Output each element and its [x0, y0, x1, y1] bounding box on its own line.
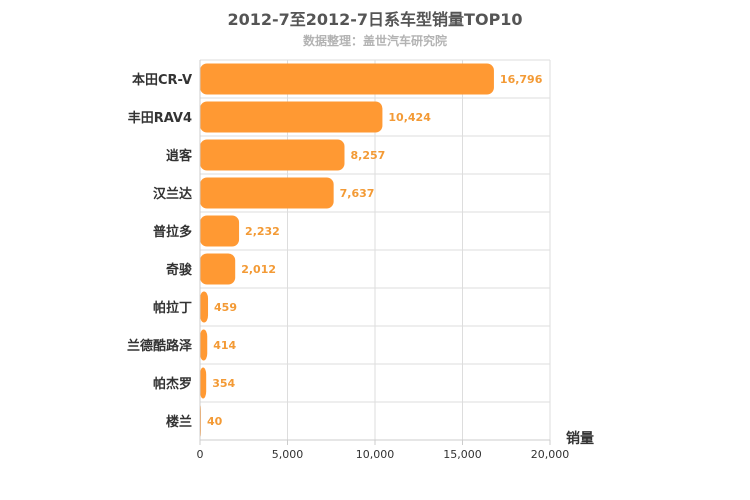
x-tick-label: 10,000: [356, 448, 395, 461]
x-tick-label: 20,000: [531, 448, 570, 461]
data-label: 8,257: [350, 149, 385, 162]
data-label: 40: [207, 415, 223, 428]
data-label: 10,424: [388, 111, 431, 124]
bar: [200, 253, 236, 285]
bar: [200, 367, 207, 399]
x-tick-label: 0: [197, 448, 204, 461]
category-label: 帕拉丁: [153, 300, 192, 316]
chart-title: 2012-7至2012-7日系车型销量TOP10: [227, 10, 523, 29]
bar: [200, 329, 208, 361]
data-label: 2,012: [241, 263, 276, 276]
data-label: 354: [212, 377, 235, 390]
bar: [200, 215, 240, 247]
data-label: 414: [213, 339, 236, 352]
chart-subtitle: 数据整理：盖世汽车研究院: [302, 34, 447, 48]
category-label: 普拉多: [153, 224, 192, 240]
data-label: 2,232: [245, 225, 280, 238]
x-tick-label: 15,000: [443, 448, 482, 461]
bar: [200, 139, 345, 171]
bar: [200, 63, 494, 95]
data-label: 459: [214, 301, 237, 314]
category-label: 兰德酷路泽: [127, 338, 193, 354]
bars: 16,796 10,424 8,257 7,637 2,232 2,012 459 414 35…: [200, 63, 543, 437]
category-label: 奇骏: [166, 262, 193, 278]
category-label: 汉兰达: [153, 186, 192, 202]
x-tick-label: 5,000: [272, 448, 304, 461]
category-label: 逍客: [166, 148, 193, 164]
category-label: 楼兰: [166, 414, 192, 430]
data-label: 7,637: [340, 187, 375, 200]
category-label: 本田CR-V: [132, 72, 192, 88]
bar: [200, 177, 334, 209]
category-label: 帕杰罗: [153, 376, 192, 392]
bar: [200, 291, 209, 323]
bar: [200, 101, 383, 133]
x-axis-title: 销量: [566, 430, 594, 447]
data-label: 16,796: [500, 73, 543, 86]
category-label: 丰田RAV4: [128, 110, 192, 126]
